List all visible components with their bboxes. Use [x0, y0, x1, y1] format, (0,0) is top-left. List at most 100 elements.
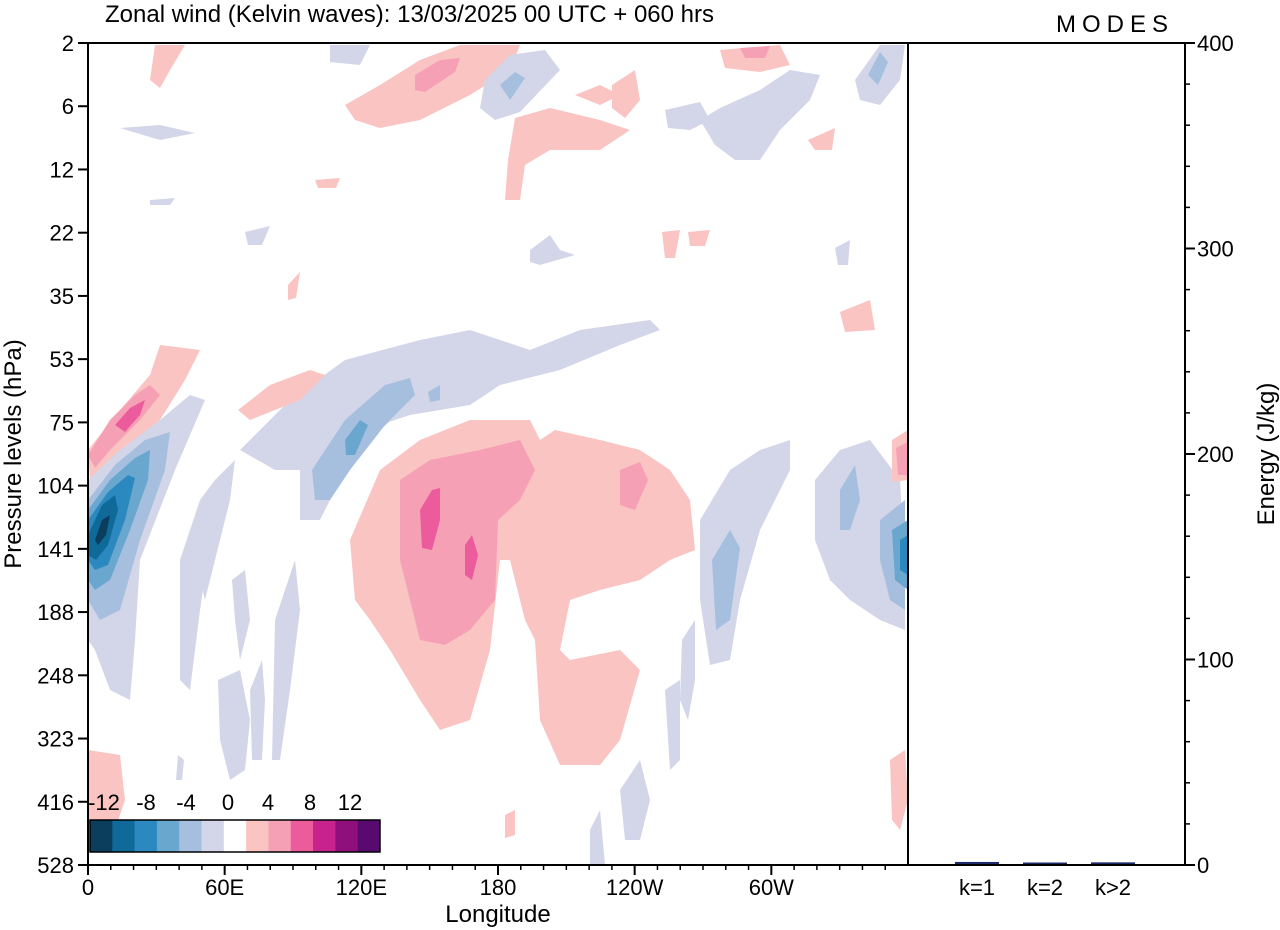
colorbar-swatch [156, 820, 180, 852]
energy-bar [1091, 862, 1135, 865]
colorbar-label: -4 [176, 790, 196, 815]
colorbar-frame [89, 819, 381, 853]
chart-title: Zonal wind (Kelvin waves): 13/03/2025 00… [105, 1, 714, 28]
y-tick-label: 416 [37, 790, 74, 815]
modes-logo: MODES [1056, 11, 1174, 38]
colorbar-swatch [246, 820, 269, 852]
contour-region [415, 58, 460, 92]
y-tick-label: 53 [50, 347, 74, 372]
contour-region [530, 235, 575, 265]
energy-category-label: k=2 [1027, 875, 1063, 900]
contour-region [312, 378, 415, 500]
x-tick-label: 180 [480, 875, 517, 900]
contour-region [250, 660, 265, 760]
contour-region [680, 620, 695, 720]
contour-region [620, 760, 650, 840]
y-tick-label: 22 [50, 221, 74, 246]
contour-region [428, 385, 440, 402]
contour-region [232, 570, 250, 660]
x-tick-label: 0 [82, 875, 94, 900]
x-tick-label: 60E [205, 875, 244, 900]
colorbar-label: -12 [88, 790, 120, 815]
y-axis-title: Pressure levels (hPa) [0, 339, 27, 568]
contour-region [500, 72, 525, 100]
contour-region [890, 750, 908, 830]
contour-region [896, 442, 908, 475]
colorbar-swatch [335, 820, 359, 852]
y-tick-label: 248 [37, 663, 74, 688]
contour-region [288, 272, 300, 300]
energy-tick-label: 300 [1197, 237, 1234, 262]
contour-region [315, 178, 340, 188]
contour-region [272, 560, 300, 760]
contour-region [590, 810, 605, 865]
energy-category-label: k=1 [959, 875, 995, 900]
colorbar-label: 8 [304, 790, 316, 815]
y-tick-label: 141 [37, 537, 74, 562]
energy-panel: 0 100 200 300 400 k=1 k=2 k>2 [955, 31, 1234, 900]
x-tick-label: 120E [336, 875, 387, 900]
x-tick-label: 120W [606, 875, 664, 900]
contour-region [176, 755, 184, 780]
colorbar-swatch [290, 820, 314, 852]
contour-region [740, 46, 770, 58]
contour-region [700, 440, 790, 665]
colorbar-label: -8 [136, 790, 156, 815]
contour-region [840, 465, 860, 530]
contour-region [620, 462, 648, 510]
contour-region [700, 70, 820, 160]
colorbar-swatch [90, 820, 113, 852]
colorbar-swatch [313, 820, 336, 852]
y-tick-label: 75 [50, 410, 74, 435]
colorbar-label: 4 [262, 790, 274, 815]
colorbar-swatch [268, 820, 292, 852]
contour-region [345, 420, 368, 455]
contour-region [808, 128, 835, 150]
energy-tick-label: 0 [1197, 853, 1209, 878]
y-tick-label: 35 [50, 284, 74, 309]
contour-region [900, 535, 908, 575]
zonal-wind-field [88, 45, 908, 865]
contour-region [245, 226, 270, 245]
y-tick-label: 2 [62, 31, 74, 56]
y-tick-label: 528 [37, 853, 74, 878]
colorbar-swatch [134, 820, 158, 852]
contour-region [150, 45, 185, 88]
y-tick-label: 6 [62, 94, 74, 119]
contour-region [200, 460, 235, 600]
contour-region [612, 70, 640, 118]
y-tick-label: 104 [37, 474, 74, 499]
contour-region [662, 230, 680, 258]
y-tick-label: 188 [37, 600, 74, 625]
contour-region [835, 240, 850, 265]
contour-region [238, 370, 325, 420]
contour-region [720, 45, 790, 72]
contour-region [815, 440, 905, 630]
contour-region [665, 102, 710, 130]
energy-tick-label: 200 [1197, 442, 1234, 467]
pressure-axis: 2 6 12 22 35 53 75 104 141 188 248 323 416 528 [37, 31, 88, 878]
colorbar-swatch [357, 820, 381, 852]
energy-bar [1023, 862, 1067, 865]
contour-region [575, 85, 620, 105]
contour-region [120, 125, 195, 140]
colorbar-swatch [201, 820, 225, 852]
contour-region [330, 45, 370, 65]
contour-region [505, 108, 630, 200]
contour-region [868, 52, 888, 85]
colorbar-label: 0 [222, 790, 234, 815]
contour-region [115, 400, 145, 432]
contour-region [712, 530, 740, 630]
contour-region [218, 670, 250, 780]
colorbar-swatch [223, 820, 247, 852]
y-tick-label: 12 [50, 157, 74, 182]
contour-region [95, 515, 110, 545]
contour-region [688, 230, 710, 246]
energy-category-label: k>2 [1095, 875, 1131, 900]
contour-region [505, 810, 515, 838]
contour-region [665, 680, 680, 770]
contour-region [840, 300, 875, 332]
colorbar-swatch [179, 820, 203, 852]
energy-tick-label: 400 [1197, 31, 1234, 56]
